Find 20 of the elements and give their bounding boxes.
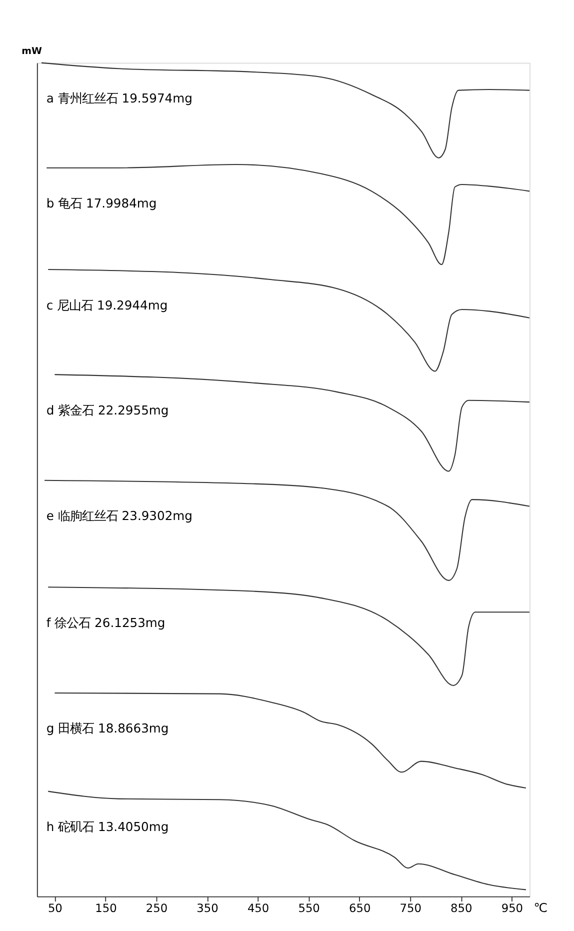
- x-tick-label: 550: [298, 900, 320, 915]
- text: e 临朐红丝石 23.9302mg: [46, 509, 192, 524]
- text: g 田横石 18.8663mg: [46, 722, 169, 736]
- x-tick-label: 850: [450, 900, 472, 915]
- series-label: h 砣矶石 13.4050mg: [46, 820, 169, 834]
- x-tick-label: 650: [349, 900, 371, 915]
- x-tick-label: 750: [400, 900, 422, 915]
- x-axis-title: ℃: [534, 900, 548, 915]
- x-tick-label: 950: [501, 900, 524, 915]
- y-axis-title: mW: [22, 46, 42, 57]
- x-tick-label: 150: [95, 900, 117, 915]
- series-label: a 青州红丝石 19.5974mg: [46, 92, 192, 106]
- text: b 龟石 17.9984mg: [46, 196, 157, 211]
- x-tick-label: 350: [196, 900, 218, 915]
- text: f 徐公石 26.1253mg: [46, 616, 166, 630]
- text: d 紫金石 22.2955mg: [46, 403, 169, 418]
- x-tick-label: 250: [146, 900, 168, 915]
- x-tick-label: 450: [247, 900, 270, 915]
- x-tick-label: 50: [48, 900, 62, 915]
- text: c 尼山石 19.2944mg: [46, 298, 168, 312]
